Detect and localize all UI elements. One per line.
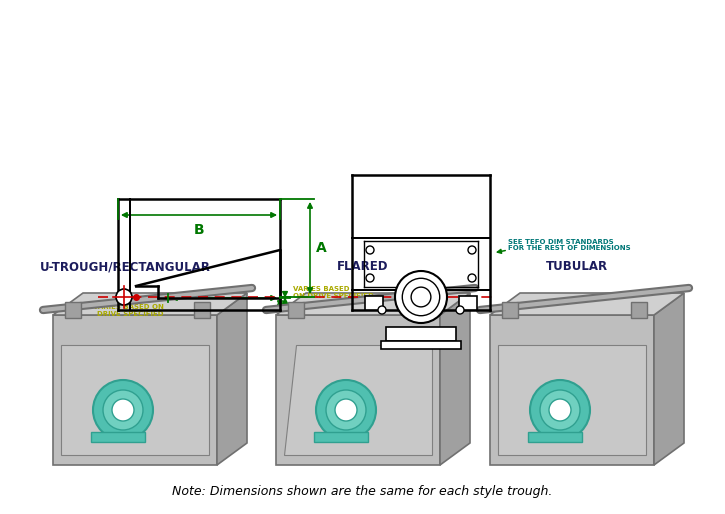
Circle shape bbox=[116, 289, 132, 305]
Polygon shape bbox=[502, 302, 518, 318]
Polygon shape bbox=[53, 293, 247, 315]
Circle shape bbox=[366, 274, 374, 282]
Circle shape bbox=[112, 399, 134, 421]
Polygon shape bbox=[314, 432, 368, 442]
Circle shape bbox=[366, 246, 374, 254]
Polygon shape bbox=[276, 293, 470, 315]
Text: A: A bbox=[316, 241, 327, 255]
Circle shape bbox=[456, 306, 464, 314]
Bar bbox=[402, 296, 420, 310]
Circle shape bbox=[540, 390, 580, 430]
Text: TUBULAR: TUBULAR bbox=[546, 260, 608, 273]
Polygon shape bbox=[440, 293, 470, 465]
Polygon shape bbox=[53, 315, 217, 465]
Text: VARIES BASED
ON DRIVE SPECIFIED: VARIES BASED ON DRIVE SPECIFIED bbox=[293, 286, 374, 299]
Circle shape bbox=[93, 380, 153, 440]
Circle shape bbox=[316, 380, 376, 440]
Circle shape bbox=[549, 399, 571, 421]
Bar bbox=[386, 327, 456, 341]
Text: Note: Dimensions shown are the same for each style trough.: Note: Dimensions shown are the same for … bbox=[172, 486, 552, 499]
Polygon shape bbox=[490, 315, 654, 465]
Circle shape bbox=[468, 274, 476, 282]
Polygon shape bbox=[194, 302, 210, 318]
Bar bbox=[381, 341, 461, 349]
Text: VARIES BASED ON
DRIVE SPECIFIED: VARIES BASED ON DRIVE SPECIFIED bbox=[93, 304, 164, 317]
Polygon shape bbox=[288, 302, 304, 318]
Circle shape bbox=[326, 390, 366, 430]
Polygon shape bbox=[631, 302, 647, 318]
Text: FLARED: FLARED bbox=[337, 260, 389, 273]
Polygon shape bbox=[276, 315, 440, 465]
Bar bbox=[422, 296, 440, 310]
Polygon shape bbox=[217, 293, 247, 465]
Circle shape bbox=[335, 399, 357, 421]
Polygon shape bbox=[61, 345, 209, 455]
Text: B: B bbox=[194, 223, 204, 237]
Polygon shape bbox=[528, 432, 582, 442]
Circle shape bbox=[326, 373, 370, 417]
Text: SEE TEFO DIM STANDARDS
FOR THE REST OF DIMENSIONS: SEE TEFO DIM STANDARDS FOR THE REST OF D… bbox=[508, 238, 631, 251]
Circle shape bbox=[540, 373, 584, 417]
Circle shape bbox=[103, 390, 143, 430]
Circle shape bbox=[468, 246, 476, 254]
Polygon shape bbox=[490, 293, 684, 315]
Polygon shape bbox=[65, 302, 81, 318]
Polygon shape bbox=[654, 293, 684, 465]
Circle shape bbox=[411, 287, 431, 307]
Text: U-TROUGH/RECTANGULAR: U-TROUGH/RECTANGULAR bbox=[40, 260, 210, 273]
Circle shape bbox=[530, 380, 590, 440]
Bar bbox=[365, 296, 383, 310]
Polygon shape bbox=[284, 345, 432, 455]
Circle shape bbox=[402, 278, 440, 316]
Polygon shape bbox=[91, 432, 145, 442]
Polygon shape bbox=[498, 345, 646, 455]
Circle shape bbox=[378, 306, 386, 314]
Bar bbox=[459, 296, 477, 310]
Circle shape bbox=[395, 271, 447, 323]
Circle shape bbox=[103, 373, 147, 417]
Polygon shape bbox=[417, 302, 433, 318]
